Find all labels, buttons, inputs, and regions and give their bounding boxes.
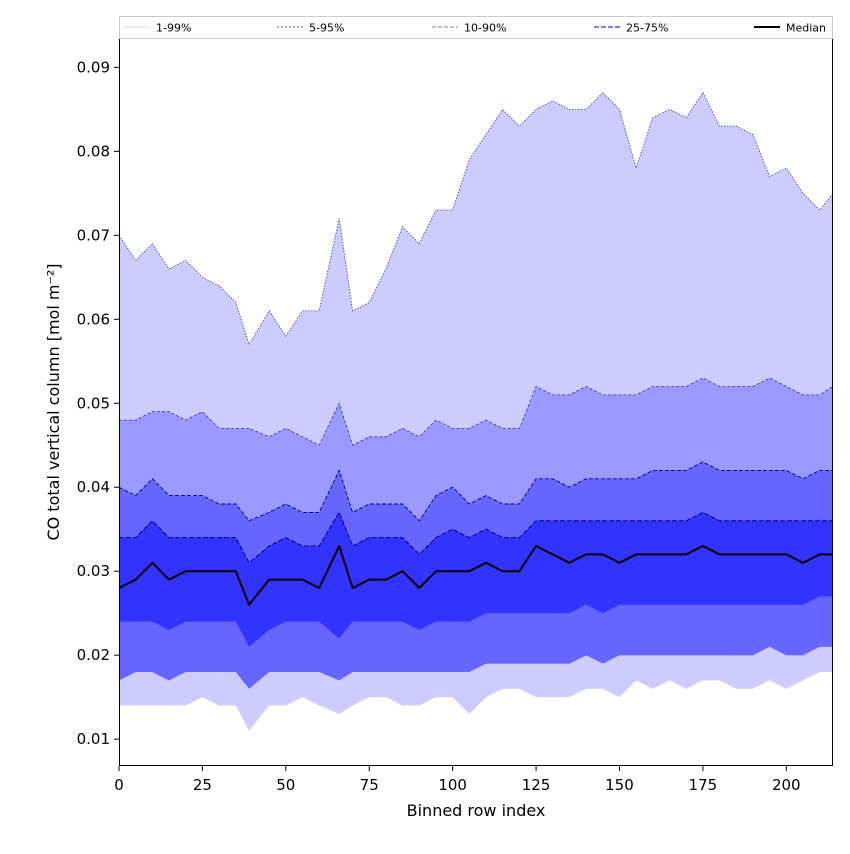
x-ticks: 0 25 50 75 100 125 150 175 200 <box>114 766 801 794</box>
y-ticks: 0.01 0.02 0.03 0.04 0.05 0.06 0.07 0.08 0.09 <box>77 58 119 748</box>
y-tick-label: 0.01 <box>77 730 110 748</box>
y-tick-label: 0.03 <box>77 562 110 580</box>
legend-label: Median <box>786 22 826 35</box>
y-axis-label: CO total vertical column [mol m⁻²] <box>44 263 63 540</box>
x-tick-label: 100 <box>438 776 467 794</box>
y-tick-label: 0.08 <box>77 142 110 160</box>
x-tick-label: 175 <box>689 776 718 794</box>
x-tick-label: 150 <box>605 776 634 794</box>
median-line <box>118 545 833 606</box>
line-1-99-upper <box>118 91 834 346</box>
x-tick-label: 125 <box>522 776 551 794</box>
y-tick-label: 0.09 <box>77 58 110 76</box>
y-tick-label: 0.04 <box>77 478 110 496</box>
line-25-75-upper <box>119 511 833 564</box>
y-tick-label: 0.05 <box>77 394 110 412</box>
x-tick-label: 75 <box>360 776 379 794</box>
legend-box <box>119 16 833 39</box>
legend-label: 25-75% <box>626 22 668 35</box>
line-10-90-upper <box>118 461 833 522</box>
y-tick-label: 0.07 <box>77 226 110 244</box>
x-tick-label: 25 <box>193 776 212 794</box>
band-25-75 <box>119 512 833 647</box>
legend: 1-99% 5-95% 10-90% 25-75% Median <box>119 16 833 39</box>
x-tick-label: 0 <box>114 776 124 794</box>
line-5-95-upper <box>119 377 834 446</box>
x-tick-label: 50 <box>276 776 295 794</box>
bands-layer <box>119 92 833 731</box>
y-tick-label: 0.06 <box>77 310 110 328</box>
x-tick-label: 200 <box>772 776 801 794</box>
legend-label: 1-99% <box>156 22 191 35</box>
legend-label: 5-95% <box>309 22 344 35</box>
y-tick-label: 0.02 <box>77 646 110 664</box>
legend-label: 10-90% <box>464 22 506 35</box>
x-axis-label: Binned row index <box>407 801 546 820</box>
lines-layer <box>118 91 834 606</box>
